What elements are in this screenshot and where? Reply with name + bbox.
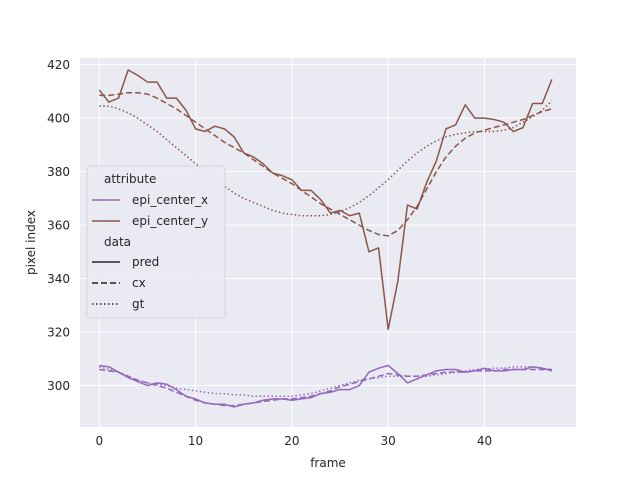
x-tick-label: 30 <box>381 434 396 448</box>
legend-entry-gt: gt <box>132 297 145 311</box>
x-axis-label: frame <box>310 456 346 470</box>
legend-title-attribute: attribute <box>104 172 156 186</box>
x-tick-label: 0 <box>95 434 103 448</box>
legend-entry-cx: cx <box>132 276 146 290</box>
y-tick-label: 400 <box>47 112 70 126</box>
legend-box <box>86 165 226 319</box>
series-line-epi-center-y-pred <box>98 69 553 331</box>
legend-entry-epi-center-y: epi_center_y <box>132 214 208 228</box>
x-tick-label: 10 <box>188 434 203 448</box>
legend-entry-pred: pred <box>132 255 159 269</box>
y-tick-label: 320 <box>47 326 70 340</box>
legend-title-data: data <box>104 235 131 249</box>
y-tick-label: 380 <box>47 165 70 179</box>
x-tick-label: 40 <box>477 434 492 448</box>
legend-entry-epi-center-x: epi_center_x <box>132 193 208 207</box>
y-tick-label: 420 <box>47 58 70 72</box>
y-axis-label: pixel index <box>24 210 38 275</box>
y-tick-label: 360 <box>47 219 70 233</box>
y-tick-label: 340 <box>47 272 70 286</box>
y-tick-label: 300 <box>47 379 70 393</box>
series-line-epi-center-x-cx <box>99 368 552 407</box>
legend: attribute epi_center_x epi_center_y data… <box>86 165 226 319</box>
x-tick-label: 20 <box>284 434 299 448</box>
tick-labels: 0 10 20 30 40 300 320 340 360 380 400 420 <box>47 58 492 448</box>
series-lines <box>98 69 553 408</box>
